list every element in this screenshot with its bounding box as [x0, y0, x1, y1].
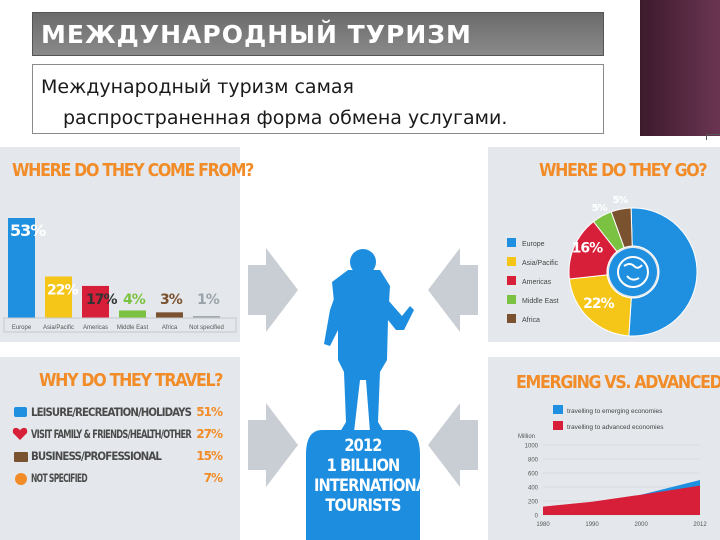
corner-mark — [706, 134, 720, 140]
emerging-ytick-3: 600 — [528, 472, 539, 478]
destination-legend-swatch-4 — [507, 314, 516, 323]
origin-axis-strip — [3, 317, 237, 333]
destination-slice-0 — [628, 207, 698, 337]
caption-international: INTERNATIONAL — [313, 476, 436, 496]
subtitle-line-1: Международный туризм самая — [41, 76, 354, 98]
emerging-xtick-0: 1980 — [536, 522, 550, 528]
panel-origin — [0, 147, 240, 342]
caption-count: 1 BILLION — [326, 456, 401, 476]
heart-icon — [12, 427, 28, 440]
origin-value-label-4: 3% — [160, 292, 183, 308]
origin-bar-1 — [45, 276, 72, 318]
emerging-legend-label-0: travelling to emerging economies — [567, 408, 663, 415]
origin-value-label-1: 22% — [47, 282, 78, 298]
tourist-silhouette — [324, 249, 414, 432]
briefcase-icon — [14, 452, 28, 462]
destination-legend-label-1: Asia/Pacific — [522, 260, 559, 267]
arrow-bottom-left — [248, 403, 298, 487]
purpose-category-label-2: BUSINESS/PROFESSIONAL — [31, 449, 162, 463]
arrow-top-left — [248, 248, 298, 332]
origin-value-label-5: 1% — [197, 292, 220, 308]
corner-decoration — [640, 0, 720, 136]
purpose-category-label-1: VISIT FAMILY & FRIENDS/HEALTH/OTHER — [31, 427, 192, 441]
purpose-category-label-3: NOT SPECIFIED — [31, 471, 87, 485]
destination-legend-swatch-0 — [507, 238, 516, 247]
origin-bar-2 — [82, 285, 109, 318]
purpose-category-label-0: LEISURE/RECREATION/HOLIDAYS — [31, 405, 192, 419]
origin-chart-title: WHERE DO THEY COME FROM? — [12, 160, 254, 181]
destination-legend-label-0: Europe — [522, 241, 545, 248]
origin-category-label-1: Asia/Pacific — [43, 325, 74, 331]
subtitle-line-2: распространенная форма обмена услугами. — [63, 107, 508, 129]
slide-title: МЕЖДУНАРОДНЫЙ ТУРИЗМ — [41, 20, 472, 49]
origin-value-label-2: 17% — [86, 292, 117, 308]
emerging-legend-swatch-1 — [553, 421, 563, 430]
destination-legend-swatch-2 — [507, 276, 516, 285]
emerging-legend-swatch-0 — [553, 405, 563, 414]
emerging-ytick-5: 1000 — [525, 444, 539, 450]
emerging-ytick-0: 0 — [535, 514, 539, 520]
origin-category-label-4: Africa — [162, 325, 178, 331]
question-icon — [15, 473, 27, 485]
arrow-bottom-right — [428, 403, 478, 487]
tourist-pedestal — [306, 430, 420, 540]
origin-category-label-2: Americas — [83, 325, 108, 331]
destination-legend-label-2: Americas — [522, 279, 552, 286]
destination-chart-title: WHERE DO THEY GO? — [539, 160, 708, 181]
destination-legend-swatch-1 — [507, 257, 516, 266]
destination-legend-swatch-3 — [507, 295, 516, 304]
purpose-chart-title: WHY DO THEY TRAVEL? — [39, 370, 223, 391]
destination-value-label-1: 22% — [583, 296, 614, 312]
globe-icon-ring — [617, 256, 649, 288]
title-bar: МЕЖДУНАРОДНЫЙ ТУРИЗМ — [32, 12, 604, 56]
destination-slice-1 — [568, 274, 632, 337]
globe-icon-land — [623, 263, 643, 281]
origin-category-label-3: Middle East — [117, 325, 149, 331]
origin-bar-5 — [193, 316, 220, 318]
destination-legend-label-4: Africa — [522, 317, 540, 324]
destination-legend-label-3: Middle East — [522, 298, 559, 305]
origin-value-label-0: 53% — [10, 221, 46, 240]
tourist-caption: 2012 1 BILLION INTERNATIONAL TOURISTS — [313, 436, 436, 516]
emerging-xtick-1: 1990 — [585, 522, 599, 528]
camera-icon — [14, 407, 27, 417]
emerging-area-series-1 — [543, 485, 700, 515]
emerging-xtick-3: 2012 — [693, 522, 707, 528]
purpose-value-label-0: 51% — [196, 405, 223, 419]
subtitle-box: Международный туризм самая распространен… — [32, 64, 604, 134]
purpose-value-label-3: 7% — [204, 471, 223, 485]
caption-tourists: TOURISTS — [325, 496, 401, 516]
destination-value-label-3: 5% — [592, 203, 608, 214]
emerging-ytick-1: 200 — [528, 500, 539, 506]
emerging-ytick-2: 400 — [528, 486, 539, 492]
origin-bar-3 — [119, 310, 146, 318]
origin-category-label-5: Not specified — [189, 325, 224, 331]
destination-value-label-4: 5% — [612, 195, 628, 206]
panel-purpose — [0, 357, 240, 540]
destination-value-label-2: 16% — [572, 241, 603, 257]
purpose-value-label-2: 15% — [196, 449, 223, 463]
emerging-chart-title: EMERGING VS. ADVANCED — [516, 372, 720, 393]
emerging-ytick-4: 800 — [528, 458, 539, 464]
origin-bar-0 — [8, 218, 35, 318]
purpose-value-label-1: 27% — [196, 427, 223, 441]
globe-icon — [609, 248, 657, 296]
caption-year: 2012 — [344, 436, 382, 456]
origin-value-label-3: 4% — [123, 292, 146, 308]
origin-category-label-0: Europe — [12, 325, 32, 331]
arrow-top-right — [428, 248, 478, 332]
emerging-ylabel: Million — [518, 434, 535, 440]
destination-slice-4 — [610, 207, 633, 249]
origin-bar-4 — [156, 312, 183, 318]
emerging-xtick-2: 2000 — [634, 522, 648, 528]
emerging-legend-label-1: travelling to advanced economies — [567, 424, 664, 431]
